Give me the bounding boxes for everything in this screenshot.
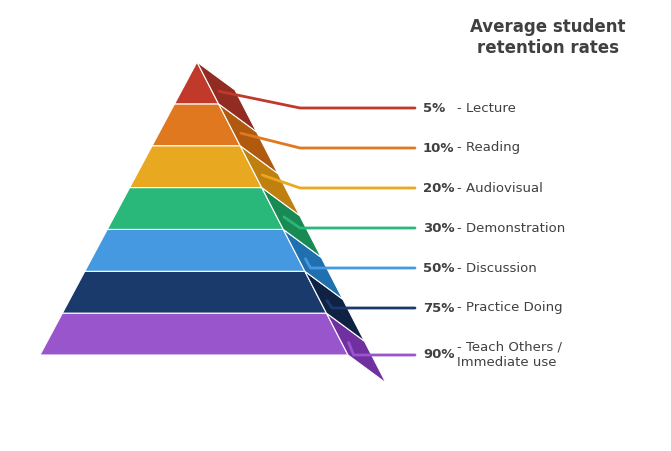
- Text: Average student
retention rates: Average student retention rates: [470, 18, 626, 57]
- Polygon shape: [40, 313, 348, 355]
- Text: 90%: 90%: [423, 349, 454, 362]
- Text: - Lecture: - Lecture: [457, 101, 516, 115]
- Polygon shape: [305, 272, 364, 341]
- Text: 50%: 50%: [423, 262, 454, 275]
- Text: - Demonstration: - Demonstration: [457, 221, 565, 235]
- Text: 30%: 30%: [423, 221, 455, 235]
- Polygon shape: [152, 104, 240, 146]
- Polygon shape: [62, 272, 326, 313]
- Polygon shape: [262, 188, 321, 258]
- Text: - Audiovisual: - Audiovisual: [457, 181, 543, 194]
- Polygon shape: [283, 230, 343, 299]
- Text: 20%: 20%: [423, 181, 454, 194]
- Text: - Teach Others /
Immediate use: - Teach Others / Immediate use: [457, 341, 562, 369]
- Polygon shape: [107, 188, 283, 230]
- Polygon shape: [130, 146, 262, 188]
- Polygon shape: [240, 146, 300, 216]
- Text: 10%: 10%: [423, 142, 454, 155]
- Polygon shape: [85, 230, 305, 272]
- Text: - Discussion: - Discussion: [457, 262, 537, 275]
- Polygon shape: [219, 104, 278, 174]
- Polygon shape: [174, 62, 219, 104]
- Text: 5%: 5%: [423, 101, 446, 115]
- Polygon shape: [197, 62, 256, 132]
- Text: 75%: 75%: [423, 302, 454, 314]
- Text: - Reading: - Reading: [457, 142, 520, 155]
- Text: - Practice Doing: - Practice Doing: [457, 302, 562, 314]
- Polygon shape: [326, 313, 386, 383]
